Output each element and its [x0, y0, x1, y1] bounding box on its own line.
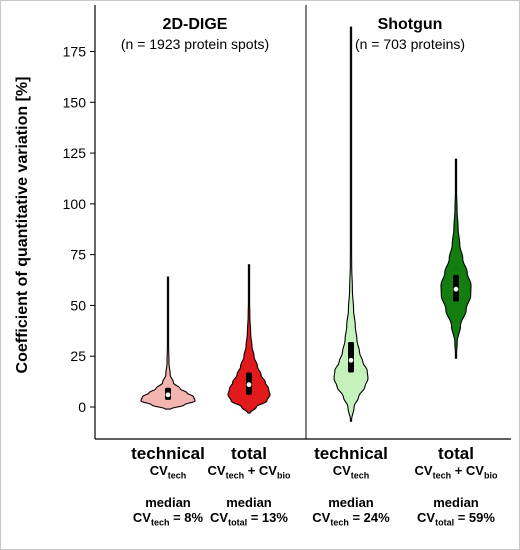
- group-label-technical: technical CVtech: [88, 444, 248, 480]
- group-cv-formula: CVtech + CVbio: [207, 462, 291, 481]
- median-dot-2: [348, 357, 354, 363]
- violin-0: [140, 276, 196, 410]
- group-label-total: total CVtech + CVbio: [376, 444, 520, 480]
- violin-1: [227, 264, 271, 414]
- violin-2: [333, 26, 369, 422]
- y-ticks: 0 25 50 75 100 125 150 175: [63, 44, 95, 415]
- y-tick-label: 100: [63, 196, 87, 212]
- median-value: CVtech = 8%: [132, 509, 204, 528]
- group-name: technical: [314, 444, 388, 463]
- panel-title: Shotgun: [378, 16, 443, 33]
- median-value: CVtotal = 13%: [210, 509, 288, 528]
- panel-subtitle: (n = 1923 protein spots): [121, 36, 269, 52]
- median-label: median CVtotal = 59%: [376, 495, 520, 528]
- panel-subtitle: (n = 703 proteins): [355, 36, 465, 52]
- axes: [94, 5, 511, 440]
- median-label: median CVtech = 8%: [88, 495, 248, 528]
- median-label: median CVtotal = 13%: [169, 495, 329, 528]
- median-label: median CVtech = 24%: [271, 495, 431, 528]
- group-name: technical: [131, 444, 205, 463]
- group-cv-formula: CVtech: [149, 462, 187, 481]
- y-tick-label: 0: [78, 399, 86, 415]
- group-label-total: total CVtech + CVbio: [169, 444, 329, 480]
- y-axis-label: Coefficient of quantitative variation [%…: [14, 77, 31, 374]
- median-value: CVtech = 24%: [312, 509, 390, 528]
- violins: [140, 26, 472, 422]
- group-cv-formula: CVtech: [332, 462, 370, 481]
- y-tick-label: 50: [70, 297, 86, 313]
- median-dot-0: [165, 392, 171, 398]
- median-value: CVtotal = 59%: [417, 509, 495, 528]
- panel-title: 2D-DIGE: [163, 16, 228, 33]
- median-word: median: [145, 495, 191, 510]
- median-word: median: [433, 495, 479, 510]
- median-word: median: [328, 495, 374, 510]
- group-name: total: [231, 444, 267, 463]
- group-label-technical: technical CVtech: [271, 444, 431, 480]
- y-tick-label: 125: [63, 145, 87, 161]
- violin-3: [440, 158, 472, 359]
- y-tick-label: 25: [70, 348, 86, 364]
- y-tick-label: 75: [70, 247, 86, 263]
- y-tick-label: 150: [63, 94, 87, 110]
- median-dot-3: [453, 286, 459, 292]
- group-name: total: [438, 444, 474, 463]
- median-word: median: [226, 495, 272, 510]
- y-tick-label: 175: [63, 44, 87, 60]
- iqr-box-2: [348, 341, 354, 373]
- group-cv-formula: CVtech + CVbio: [414, 462, 498, 481]
- panel-titles: 2D-DIGE (n = 1923 protein spots) Shotgun (n…: [121, 16, 465, 52]
- median-dot-1: [246, 382, 252, 388]
